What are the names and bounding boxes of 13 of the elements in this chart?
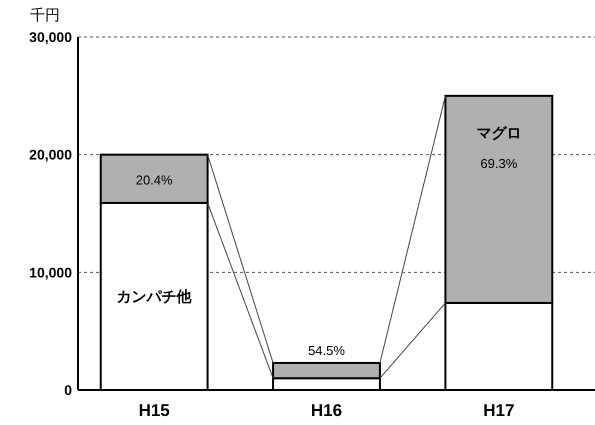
y-tick-label: 30,000	[29, 29, 72, 45]
y-tick-label: 0	[64, 382, 72, 398]
x-tick-label: H15	[138, 401, 170, 420]
x-tick-label: H16	[310, 401, 342, 420]
x-tick-label: H17	[483, 401, 514, 420]
series-label: カンパチ他	[116, 288, 193, 306]
y-tick-label: 10,000	[29, 264, 72, 280]
annotation: 20.4%	[136, 172, 174, 188]
y-tick-label: 20,000	[29, 146, 72, 163]
annotation: 69.3%	[480, 156, 518, 171]
series-label: マグロ	[476, 124, 522, 142]
y-axis-title: 千円	[30, 7, 60, 24]
annotation: 54.5%	[308, 342, 346, 358]
